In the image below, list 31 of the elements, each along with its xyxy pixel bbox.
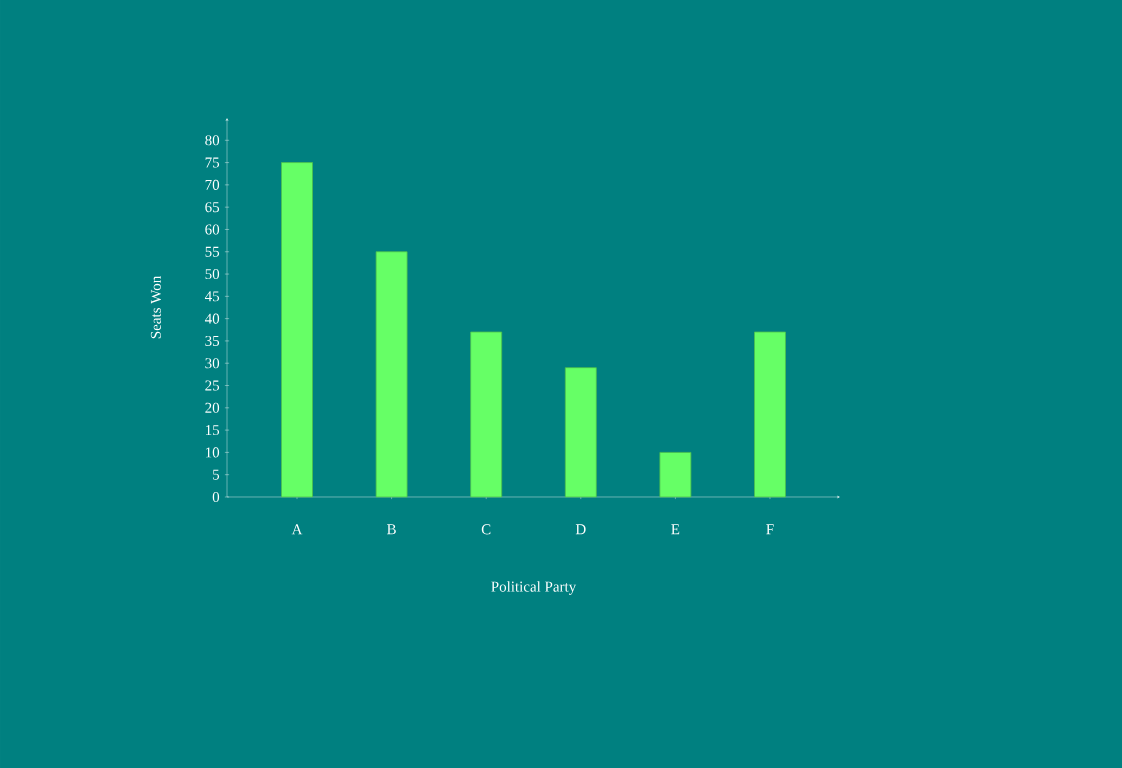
y-tick-label: 10 [205, 447, 220, 458]
x-tick-label: B [387, 524, 396, 535]
x-axis-title: Political Party [491, 581, 577, 595]
y-tick-label: 25 [205, 380, 220, 391]
y-tick-label: 5 [213, 469, 220, 480]
y-tick-label: 15 [205, 425, 220, 436]
x-tick-label: D [575, 524, 586, 535]
x-tick-label: E [671, 524, 680, 535]
x-tick-label: F [766, 524, 774, 535]
bar [754, 331, 786, 498]
bar [470, 331, 503, 498]
bar [281, 162, 313, 498]
x-tick-label: A [291, 524, 303, 535]
y-tick-label: 0 [212, 491, 220, 503]
y-tick-label: 65 [205, 202, 220, 213]
y-axis-title: Seats Won [150, 276, 161, 339]
y-tick-label: 60 [205, 224, 220, 235]
bar [564, 367, 597, 498]
y-tick-label: 50 [205, 268, 220, 280]
y-tick-label: 45 [204, 291, 220, 302]
bar [659, 452, 692, 498]
y-tick-label: 55 [205, 246, 220, 257]
bar [375, 251, 408, 498]
y-tick-label: 80 [205, 135, 220, 146]
x-tick-label: C [481, 524, 491, 535]
y-tick-label: 35 [205, 335, 220, 346]
y-tick-label: 40 [204, 313, 220, 324]
y-tick-label: 75 [205, 157, 220, 168]
y-tick-label: 30 [205, 358, 220, 369]
y-tick-label: 20 [205, 402, 220, 413]
y-tick-label: 70 [205, 179, 220, 190]
